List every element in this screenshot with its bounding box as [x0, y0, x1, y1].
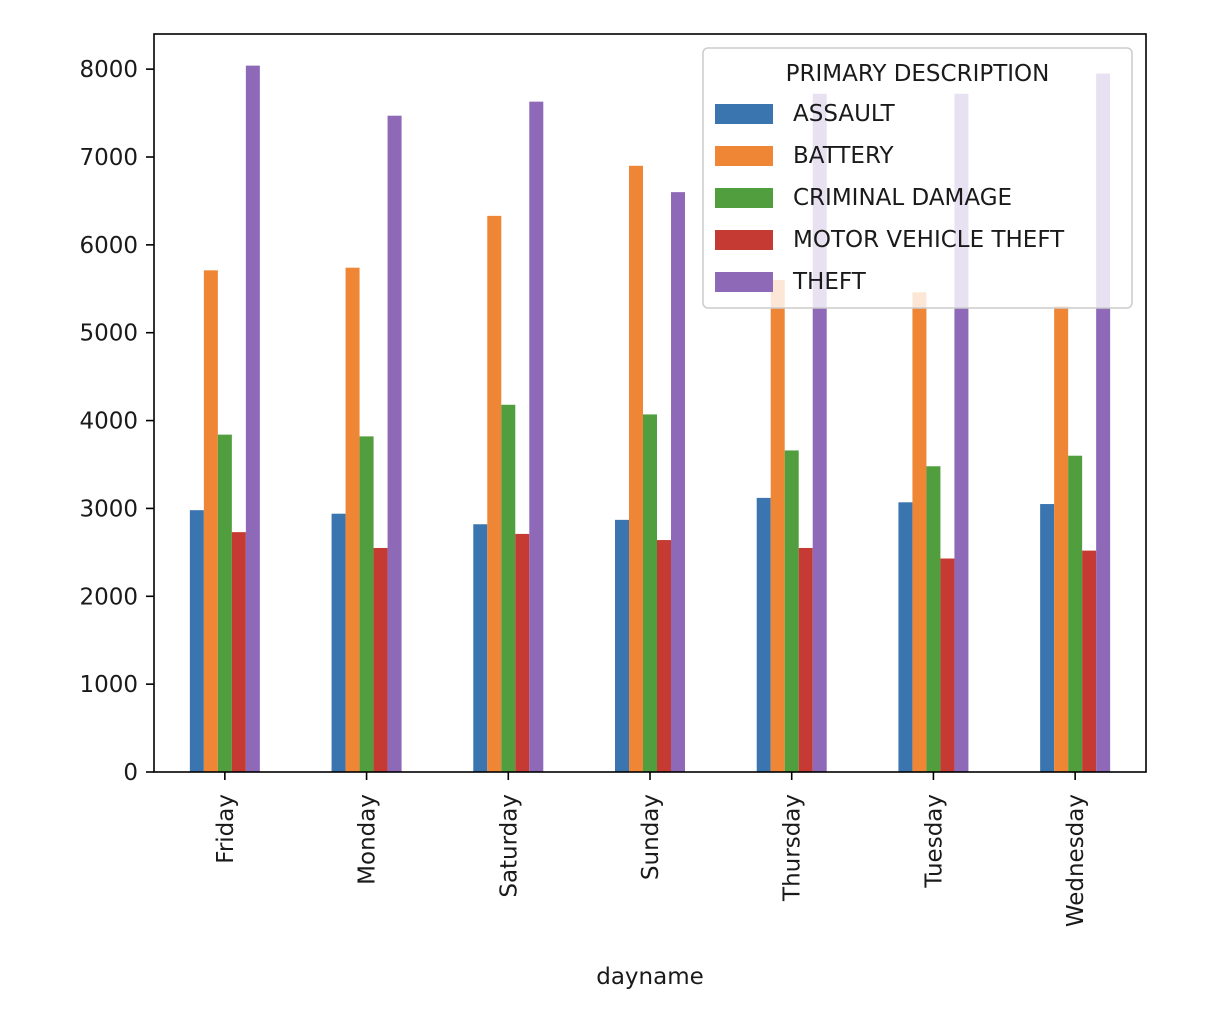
bar-motor-vehicle-theft-friday	[231, 532, 246, 772]
y-tick-label: 8000	[79, 57, 138, 83]
y-tick-label: 7000	[79, 145, 138, 171]
bar-battery-friday	[203, 270, 218, 772]
y-tick-label: 5000	[79, 321, 138, 347]
legend-label-battery: BATTERY	[793, 143, 894, 169]
x-axis-title: dayname	[596, 964, 704, 990]
bar-assault-thursday	[756, 497, 771, 772]
x-tick-label-sunday: Sunday	[638, 794, 664, 880]
legend-swatch-theft	[715, 272, 773, 292]
y-tick-label: 0	[123, 760, 138, 786]
bar-criminal-damage-saturday	[501, 404, 516, 772]
y-tick-label: 4000	[79, 409, 138, 435]
bar-criminal-damage-wednesday	[1068, 455, 1083, 772]
bar-battery-saturday	[487, 215, 502, 773]
x-tick-label-saturday: Saturday	[496, 794, 522, 898]
bar-criminal-damage-tuesday	[926, 466, 941, 772]
legend-box	[702, 47, 1133, 309]
legend-swatch-assault	[715, 104, 773, 124]
bar-battery-thursday	[770, 280, 785, 772]
bar-criminal-damage-thursday	[784, 450, 799, 772]
bar-criminal-damage-friday	[217, 434, 232, 772]
bar-theft-saturday	[529, 101, 544, 772]
bar-battery-sunday	[629, 165, 643, 773]
x-tick-label-friday: Friday	[213, 794, 239, 864]
bar-assault-wednesday	[1040, 504, 1055, 772]
legend-swatch-criminal-damage	[715, 188, 773, 208]
legend: PRIMARY DESCRIPTION ASSAULT BATTERY CRIMINA…	[702, 47, 1133, 309]
legend-swatch-battery	[715, 146, 773, 166]
bar-assault-tuesday	[898, 502, 913, 772]
bar-theft-sunday	[671, 192, 685, 773]
legend-label-assault: ASSAULT	[793, 101, 896, 127]
bar-criminal-damage-sunday	[643, 414, 657, 772]
bar-motor-vehicle-theft-tuesday	[940, 558, 955, 772]
legend-label-theft: THEFT	[792, 269, 867, 295]
bar-battery-wednesday	[1054, 306, 1069, 772]
bar-motor-vehicle-theft-thursday	[798, 547, 813, 772]
bar-motor-vehicle-theft-monday	[373, 547, 388, 772]
y-tick-label: 2000	[79, 584, 138, 610]
y-tick-label: 3000	[79, 496, 138, 522]
bar-theft-monday	[387, 115, 402, 772]
bar-battery-monday	[345, 267, 360, 772]
y-tick-label: 1000	[79, 672, 138, 698]
bar-assault-sunday	[615, 519, 629, 772]
legend-title: PRIMARY DESCRIPTION	[786, 61, 1050, 87]
bar-motor-vehicle-theft-wednesday	[1082, 550, 1097, 772]
y-tick-label: 6000	[79, 233, 138, 259]
x-tick-label-tuesday: Tuesday	[921, 794, 947, 889]
bar-assault-monday	[331, 513, 346, 772]
x-tick-label-thursday: Thursday	[780, 794, 806, 902]
axes-layer: 0 1000 2000 3000 4000 5000 6000 7000 8000 Friday M…	[79, 33, 1147, 990]
bar-criminal-damage-monday	[359, 436, 374, 772]
bar-assault-saturday	[473, 524, 488, 772]
x-tick-label-wednesday: Wednesday	[1063, 794, 1089, 927]
bar-theft-friday	[245, 65, 260, 773]
x-tick-label-monday: Monday	[355, 794, 381, 885]
bar-assault-friday	[189, 510, 204, 772]
bar-motor-vehicle-theft-saturday	[515, 533, 530, 772]
legend-swatch-motor-vehicle-theft	[715, 230, 773, 250]
bar-motor-vehicle-theft-sunday	[657, 540, 671, 772]
legend-label-motor-vehicle-theft: MOTOR VEHICLE THEFT	[793, 227, 1065, 253]
legend-label-criminal-damage: CRIMINAL DAMAGE	[793, 185, 1012, 211]
bar-battery-tuesday	[912, 292, 927, 772]
